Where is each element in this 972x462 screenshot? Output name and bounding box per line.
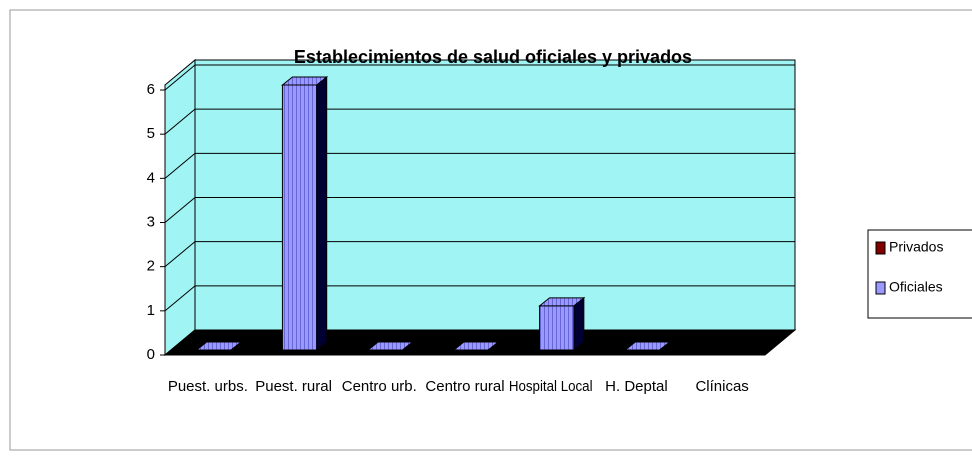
bar-top xyxy=(366,341,414,351)
grid-line-side xyxy=(164,285,196,312)
bar xyxy=(281,84,318,351)
bar-side xyxy=(573,296,585,352)
bar-top xyxy=(623,341,671,351)
plot-area: 0 1 2 3 4 5 6 Puest. urbs. Puest. rural Centro ur… xyxy=(147,58,797,395)
x-tick-label: Hospital Local xyxy=(509,378,593,395)
grid-line-side xyxy=(164,197,196,223)
y-tick-label: 2 xyxy=(147,258,155,275)
y-tick-label: 1 xyxy=(147,302,155,319)
y-tick-label: 4 xyxy=(147,169,155,186)
bar-top xyxy=(281,76,329,86)
grid-line-side xyxy=(164,64,196,91)
side-wall xyxy=(164,58,196,357)
bar-top xyxy=(195,341,243,351)
x-tick-label: H. Deptal xyxy=(605,378,668,395)
x-tick-label: Centro rural xyxy=(425,378,504,395)
legend-swatch xyxy=(875,241,886,255)
y-tick-label: 6 xyxy=(147,81,155,98)
legend-label: Oficiales xyxy=(889,279,943,295)
bar xyxy=(539,305,575,351)
bar-side xyxy=(316,75,328,352)
bar-top xyxy=(538,297,586,307)
bar-top xyxy=(452,341,500,351)
x-tick-label: Clínicas xyxy=(695,378,748,395)
grid-line-side xyxy=(164,152,196,179)
grid-line-side xyxy=(164,241,196,268)
legend-swatch xyxy=(875,281,886,295)
x-tick-label: Puest. urbs. xyxy=(168,378,248,395)
x-tick-label: Puest. rural xyxy=(255,378,332,395)
y-tick-label: 5 xyxy=(147,125,155,142)
y-tick-label: 0 xyxy=(147,346,155,363)
grid-line-side xyxy=(164,108,196,135)
x-tick-label: Centro urb. xyxy=(342,378,417,395)
legend-label: Privados xyxy=(889,239,943,255)
legend: Privados Oficiales xyxy=(875,239,943,295)
chart-title: Establecimientos de salud oficiales y pr… xyxy=(294,47,692,67)
y-tick-label: 3 xyxy=(147,213,155,230)
